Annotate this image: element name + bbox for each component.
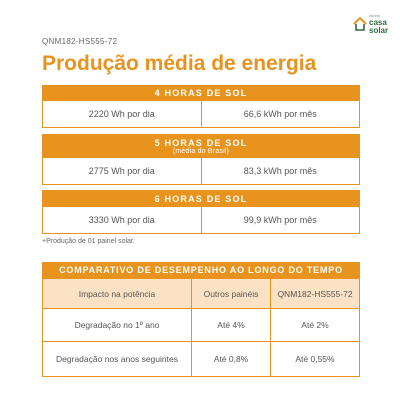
monthly: 83,3 kWh por mês: [200, 158, 360, 184]
monthly: 99,9 kWh por mês: [200, 207, 360, 233]
block-title: 5 HORAS DE SOL: [154, 137, 248, 148]
column-header: Outros painéis: [191, 278, 271, 309]
table-head-row: Impacto na potência Outros painéis QNM18…: [42, 278, 360, 309]
cell: Degradação nos anos seguintes: [42, 341, 192, 377]
block-header: 6 HORAS DE SOL: [42, 190, 360, 207]
table-row: Degradação no 1º ano Até 4% Até 2%: [42, 308, 360, 342]
cell: Até 0,55%: [270, 341, 360, 377]
block-header: 4 HORAS DE SOL: [42, 85, 360, 101]
table-header: COMPARATIVO DE DESEMPENHO AO LONGO DO TE…: [42, 262, 360, 278]
column-header: QNM182-HS555-72: [270, 278, 360, 309]
cell: Até 4%: [191, 308, 271, 342]
cell: Degradação no 1º ano: [42, 308, 192, 342]
block-title: 6 HORAS DE SOL: [154, 193, 248, 204]
block-subtitle: (média do Brasil): [172, 147, 230, 155]
daily: 3330 Wh por dia: [88, 215, 155, 225]
block-header: 5 HORAS DE SOL (média do Brasil): [42, 134, 360, 158]
block-row: 2220 Wh por dia 66,6 kWh por mês: [42, 101, 360, 128]
column-header: Impacto na potência: [42, 278, 192, 309]
monthly: 66,6 kWh por mês: [200, 101, 360, 127]
table-row: Degradação nos anos seguintes Até 0,8% A…: [42, 341, 360, 377]
note: +Produção de 01 painel solar.: [42, 238, 135, 245]
daily: 2775 Wh por dia: [88, 166, 155, 176]
daily: 2220 Wh por dia: [88, 109, 155, 119]
block-row: 2775 Wh por dia 83,3 kWh por mês: [42, 158, 360, 185]
logo-text: minha: [369, 13, 381, 18]
table-title: COMPARATIVO DE DESEMPENHO AO LONGO DO TE…: [59, 265, 343, 275]
logo-text: casa: [369, 18, 387, 27]
logo: minha casa solar: [353, 13, 388, 35]
comparison-table: Impacto na potência Outros painéis QNM18…: [42, 278, 360, 377]
block-title: 4 HORAS DE SOL: [154, 88, 248, 98]
cell: Até 2%: [270, 308, 360, 342]
logo-text: solar: [369, 26, 388, 35]
model-code: QNM182-HS555-72: [42, 37, 118, 46]
block-row: 3330 Wh por dia 99,9 kWh por mês: [42, 207, 360, 234]
cell: Até 0,8%: [191, 341, 271, 377]
title: Produção média de energia: [42, 52, 317, 75]
